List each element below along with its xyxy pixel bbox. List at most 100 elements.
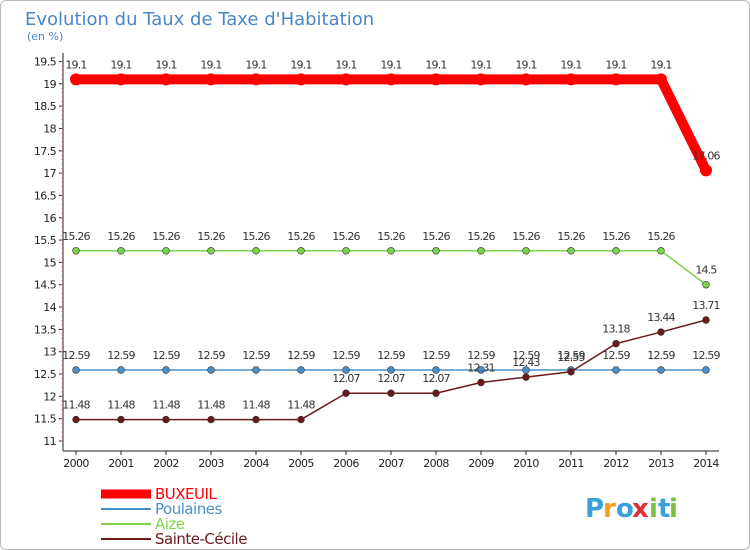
data-label: 19.1	[425, 58, 446, 71]
data-label: 13.44	[647, 311, 675, 324]
legend-label: BUXEUIL	[155, 485, 217, 503]
data-point	[612, 247, 620, 255]
legend-item: Aize	[101, 515, 185, 533]
data-label: 12.59	[197, 349, 225, 362]
data-point	[162, 247, 170, 255]
data-point	[475, 73, 487, 86]
data-label: 15.26	[287, 230, 315, 243]
data-label: 19.1	[560, 58, 581, 71]
logo-letter: i	[669, 494, 678, 524]
x-tick-label: 2002	[153, 457, 179, 470]
data-point	[342, 247, 350, 255]
legend-label: Poulaines	[155, 500, 222, 518]
data-label: 12.59	[647, 349, 675, 362]
logo-letter: i	[649, 494, 658, 524]
data-point	[72, 415, 80, 424]
data-label: 12.59	[152, 349, 180, 362]
y-tick-label: 14.5	[34, 279, 57, 292]
data-label: 12.59	[602, 349, 630, 362]
data-point	[387, 366, 395, 374]
data-label: 19.1	[605, 58, 626, 71]
data-label: 19.1	[335, 58, 356, 71]
y-tick-label: 14	[43, 301, 56, 314]
data-label: 12.59	[377, 349, 405, 362]
x-tick-label: 2011	[558, 457, 584, 470]
legend-item: Sainte-Cécile	[101, 530, 248, 548]
data-point	[565, 73, 577, 86]
data-label: 11.48	[197, 399, 225, 412]
data-label: 15.26	[107, 230, 135, 243]
data-label: 15.26	[512, 230, 540, 243]
data-point	[702, 316, 710, 324]
data-point	[297, 366, 305, 374]
data-point	[117, 415, 125, 424]
y-tick-label: 19	[43, 78, 56, 91]
data-point	[522, 247, 530, 255]
data-point	[162, 415, 170, 424]
data-point	[342, 389, 350, 397]
data-point	[702, 366, 710, 374]
data-label: 19.1	[110, 58, 131, 71]
x-tick-label: 2000	[63, 457, 89, 470]
data-label: 12.07	[422, 372, 450, 385]
series-layer: 15.26 15.26 15.26 15.26 15.26 15.26 15.26 15.26…	[62, 58, 721, 424]
data-label: 15.26	[422, 230, 450, 243]
data-label: 12.07	[332, 372, 360, 385]
series-sainte-c-cile: 11.48 11.48 11.48 11.48 11.48 11.48 12.07 12.07…	[62, 299, 721, 424]
data-label: 19.1	[650, 58, 671, 71]
data-label: 15.26	[197, 230, 225, 243]
logo-letter: t	[658, 494, 670, 524]
series-line	[71, 74, 711, 176]
legend-item: BUXEUIL	[101, 485, 218, 503]
data-point	[655, 73, 667, 86]
data-label: 12.59	[332, 349, 360, 362]
data-point	[117, 247, 125, 255]
data-point	[207, 415, 215, 424]
data-label: 19.1	[470, 58, 491, 71]
x-tick-label: 2003	[198, 457, 224, 470]
data-label: 14.5	[695, 264, 717, 277]
series-aize: 15.26 15.26 15.26 15.26 15.26 15.26 15.26 15.26…	[62, 230, 718, 289]
data-point	[610, 73, 622, 86]
data-label: 11.48	[152, 399, 180, 412]
y-tick-label: 16.5	[34, 189, 57, 202]
data-point	[657, 328, 665, 336]
data-point	[207, 366, 215, 374]
data-point	[160, 73, 172, 86]
data-point	[567, 368, 575, 376]
chart-subtitle: (en %)	[27, 30, 63, 43]
series-line	[75, 250, 707, 286]
data-label: 15.26	[377, 230, 405, 243]
data-label: 17.06	[692, 149, 720, 162]
data-point	[612, 366, 620, 374]
data-label: 15.26	[647, 230, 675, 243]
axes: 11 11.5 12 12.5 13 13.5 14 14.5 15 15.5 16 16.5 17 17…	[34, 53, 720, 470]
y-tick-label: 13	[43, 346, 56, 359]
x-tick-label: 2001	[108, 457, 134, 470]
logo-letter: o	[616, 494, 634, 524]
data-point	[702, 281, 710, 289]
x-tick-label: 2014	[693, 457, 719, 470]
data-label: 12.59	[467, 349, 495, 362]
data-label: 15.26	[242, 230, 270, 243]
data-point	[477, 366, 485, 374]
data-label: 19.1	[290, 58, 311, 71]
data-label: 19.1	[245, 58, 266, 71]
data-label: 15.26	[467, 230, 495, 243]
data-label: 15.26	[332, 230, 360, 243]
data-point	[612, 339, 620, 348]
data-point	[657, 247, 665, 255]
x-tick-label: 2006	[333, 457, 359, 470]
data-point	[432, 366, 440, 374]
data-point	[297, 247, 305, 255]
data-label: 13.18	[602, 323, 630, 336]
x-tick-label: 2010	[513, 457, 539, 470]
data-label: 12.59	[287, 349, 315, 362]
x-tick-label: 2005	[288, 457, 314, 470]
data-label: 15.26	[602, 230, 630, 243]
logo-letter: P	[585, 494, 604, 524]
x-tick-label: 2013	[648, 457, 674, 470]
y-tick-label: 17	[43, 167, 56, 180]
data-label: 15.26	[557, 230, 585, 243]
